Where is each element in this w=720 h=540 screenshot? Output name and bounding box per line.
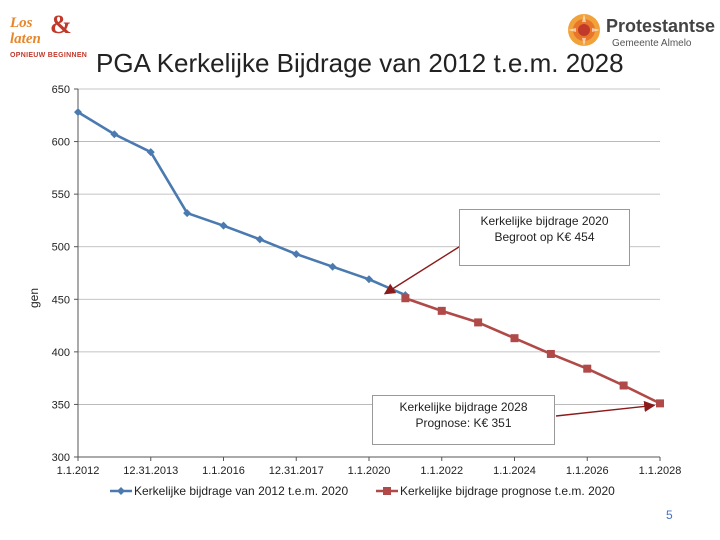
series-2-point-7 [656,399,664,408]
callout-2020-line1: Kerkelijke bijdrage 2020 [480,214,609,228]
callout-2028-line1: Kerkelijke bijdrage 2028 [399,400,528,414]
legend-label-1: Kerkelijke bijdrage van 2012 t.e.m. 2020 [134,484,348,498]
x-tick-label-8: 1.1.2028 [639,465,682,477]
protestantse-gemeente-logo: Protestantse Gemeente Almelo [560,10,720,54]
y-tick-label-450: 450 [52,294,70,306]
callout-2028-line2: Prognose: K€ 351 [415,416,512,430]
series-1-point-6 [292,250,301,259]
series-2-point-5 [583,364,592,373]
y-axis-label: gen [27,288,41,308]
series-1-point-5 [255,235,264,244]
callout-2020-line2: Begroot op K€ 454 [494,230,595,244]
x-tick-label-7: 1.1.2026 [566,465,609,477]
x-tick-label-4: 1.1.2020 [348,465,391,477]
sun-icon [568,14,600,46]
series-2-point-4 [546,349,555,358]
logo-right-place: Gemeente Almelo [612,38,692,49]
y-tick-label-300: 300 [52,452,70,464]
series-1-point-7 [328,262,337,271]
callout-2020: Kerkelijke bijdrage 2020 Begroot op K€ 4… [459,209,630,266]
y-tick-label-650: 650 [52,84,70,96]
x-tick-label-5: 1.1.2022 [420,465,463,477]
series-2-line [404,297,661,405]
logo-right-name: Protestantse [606,16,716,36]
los-laten-logo: Los laten & OPNIEUW BEGINNEN [4,10,87,68]
page-title: PGA Kerkelijke Bijdrage van 2012 t.e.m. … [96,48,624,78]
x-tick-label-0: 1.1.2012 [57,465,100,477]
logo-left-symbol: & [50,10,72,39]
series-2-point-1 [437,306,446,315]
x-tick-label-2: 1.1.2016 [202,465,245,477]
legend-swatch-marker-1 [117,487,125,495]
y-tick-label-400: 400 [52,347,70,359]
series-2-point-0 [401,294,410,303]
callout-2020-arrow [383,239,471,295]
callout-2028-arrow [555,400,656,417]
logo-left-line1: Los [10,15,33,31]
page-number: 5 [666,508,673,522]
callout-2028: Kerkelijke bijdrage 2028 Prognose: K€ 35… [372,395,555,445]
series-1-point-8 [365,275,373,284]
series-1-point-2 [146,148,155,157]
y-tick-label-500: 500 [52,242,70,254]
y-tick-label-600: 600 [52,137,70,149]
x-tick-label-6: 1.1.2024 [493,465,536,477]
legend-swatch-marker-2 [383,487,391,495]
x-tick-label-3: 12.31.2017 [269,465,324,477]
series-1-point-4 [219,221,228,230]
x-tick-label-1: 12.31.2013 [123,465,178,477]
series-2-point-3 [510,334,519,343]
series-1-point-1 [110,130,119,139]
series-1-point-0 [74,108,82,117]
series-2-point-6 [619,381,628,390]
series-2-point-2 [474,318,483,327]
y-tick-label-350: 350 [52,399,70,411]
logo-left-line2: laten [10,31,41,47]
series-1-line [77,111,406,297]
series-1-point-3 [183,209,192,218]
logo-left-tagline: OPNIEUW BEGINNEN [10,52,88,59]
y-tick-label-550: 550 [52,189,70,201]
legend-label-2: Kerkelijke bijdrage prognose t.e.m. 2020 [400,484,615,498]
